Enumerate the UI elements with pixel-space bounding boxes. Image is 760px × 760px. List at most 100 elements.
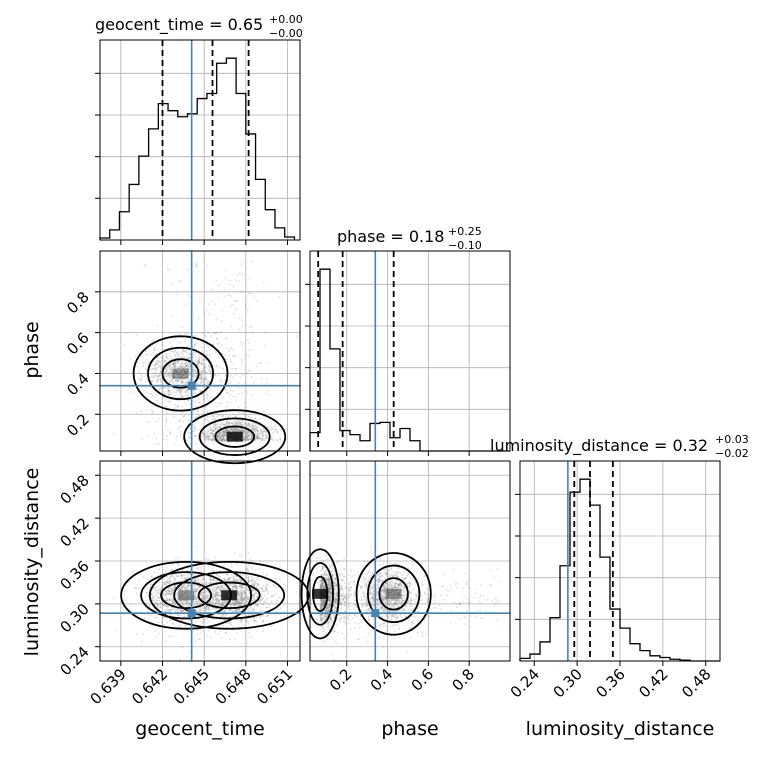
scatter-point <box>258 433 260 436</box>
scatter-point <box>262 609 265 612</box>
scatter-point <box>206 394 209 397</box>
scatter-point <box>201 367 204 370</box>
scatter-point <box>202 352 205 355</box>
scatter-point <box>243 437 246 440</box>
scatter-point <box>175 370 177 373</box>
scatter-point <box>185 372 188 375</box>
scatter-point <box>164 371 167 373</box>
scatter-point <box>181 577 184 579</box>
scatter-point <box>192 375 195 378</box>
scatter-point <box>203 433 206 436</box>
scatter-point <box>241 420 244 422</box>
scatter-point <box>188 603 191 605</box>
scatter-point <box>202 433 205 436</box>
scatter-point <box>205 438 207 440</box>
scatter-point <box>170 380 173 382</box>
scatter-point <box>163 359 166 361</box>
scatter-point <box>135 412 138 414</box>
scatter-point <box>260 431 263 433</box>
scatter-point <box>248 608 251 610</box>
scatter-point <box>259 560 261 562</box>
scatter-point <box>200 594 203 596</box>
scatter-point <box>184 373 186 376</box>
scatter-point <box>275 439 278 441</box>
scatter-point <box>231 429 234 432</box>
scatter-point <box>227 430 230 433</box>
scatter-point <box>211 439 213 442</box>
scatter-point <box>205 379 208 381</box>
scatter-point <box>163 352 166 355</box>
scatter-point <box>182 372 185 375</box>
scatter-point <box>138 370 140 373</box>
scatter-point <box>256 603 259 606</box>
scatter-point <box>183 574 186 576</box>
scatter-point <box>248 277 251 279</box>
scatter-point <box>168 389 171 392</box>
scatter-point <box>223 439 226 442</box>
scatter-point <box>236 421 239 424</box>
scatter-point <box>265 377 268 380</box>
scatter-point <box>243 421 246 424</box>
scatter-point <box>257 435 260 438</box>
y-tick-label-phase-3: 0.8 <box>63 288 93 318</box>
scatter-point <box>179 362 182 365</box>
scatter-point <box>260 615 263 617</box>
scatter-point <box>199 390 202 393</box>
scatter-point <box>245 436 248 439</box>
scatter-point <box>151 589 154 592</box>
scatter-point <box>245 425 248 428</box>
scatter-point <box>153 349 156 351</box>
scatter-point <box>164 387 166 390</box>
scatter-point <box>219 624 222 627</box>
scatter-point <box>240 591 243 594</box>
scatter-point <box>252 426 254 429</box>
scatter-point <box>216 428 219 430</box>
scatter-point <box>276 439 279 442</box>
scatter-point <box>180 394 183 396</box>
scatter-point <box>183 378 185 381</box>
scatter-point <box>189 279 192 282</box>
scatter-point <box>197 363 200 366</box>
scatter-point <box>194 589 197 591</box>
scatter-point <box>170 369 172 372</box>
scatter-point <box>216 438 219 441</box>
scatter-point <box>199 373 202 375</box>
scatter-point <box>210 334 213 337</box>
scatter-point <box>193 345 196 348</box>
scatter-point <box>248 578 250 580</box>
scatter-point <box>168 401 171 404</box>
scatter-point <box>202 359 204 362</box>
scatter-point <box>220 439 223 442</box>
scatter-point <box>220 380 223 382</box>
scatter-point <box>242 429 244 432</box>
scatter-point <box>201 357 204 360</box>
scatter-point <box>200 377 203 380</box>
scatter-point <box>209 426 212 429</box>
scatter-point <box>207 576 209 578</box>
scatter-point <box>247 431 249 434</box>
scatter-point <box>199 570 202 573</box>
scatter-point <box>255 437 258 440</box>
scatter-point <box>260 438 263 441</box>
scatter-point <box>255 433 257 435</box>
scatter-point <box>216 435 219 438</box>
scatter-point <box>171 372 174 375</box>
scatter-point <box>145 368 148 371</box>
scatter-point <box>193 401 196 404</box>
scatter-point <box>235 429 237 431</box>
scatter-point <box>179 376 182 379</box>
scatter-point <box>205 418 208 421</box>
scatter-point <box>200 371 203 373</box>
scatter-point <box>174 350 177 353</box>
scatter-point <box>222 438 225 441</box>
scatter-point <box>168 400 171 403</box>
scatter-point <box>200 373 203 376</box>
scatter-point <box>170 368 173 371</box>
scatter-point <box>243 603 246 606</box>
scatter-point <box>173 415 175 418</box>
scatter-point <box>254 439 257 441</box>
scatter-point <box>181 362 184 364</box>
scatter-point <box>272 439 275 442</box>
scatter-point <box>263 418 266 421</box>
scatter-point <box>155 353 157 356</box>
